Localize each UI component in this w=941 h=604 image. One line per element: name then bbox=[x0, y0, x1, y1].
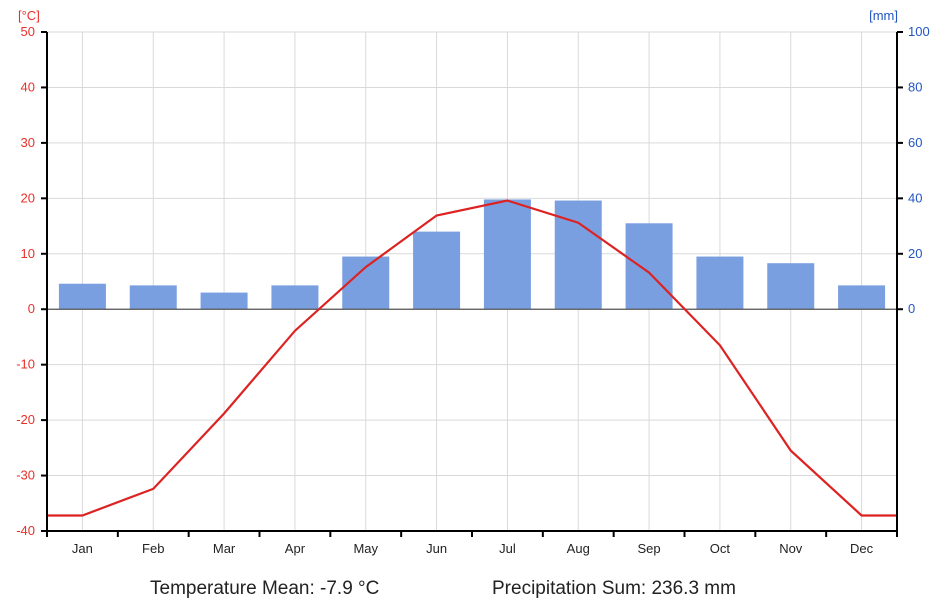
left-axis-ticks: 50 40 30 20 10 0 -10 -20 -30 -40 bbox=[16, 24, 47, 538]
temperature-line bbox=[47, 199, 897, 517]
left-tick-label: -40 bbox=[16, 523, 35, 538]
x-tick-label: Mar bbox=[213, 541, 236, 556]
x-tick-label: Nov bbox=[779, 541, 803, 556]
x-tick-label: Dec bbox=[850, 541, 874, 556]
x-tick-label: Jul bbox=[499, 541, 516, 556]
precipitation-bar bbox=[483, 199, 531, 310]
left-tick-label: 10 bbox=[21, 246, 35, 261]
right-tick-label: 0 bbox=[908, 301, 915, 316]
x-tick-label: Jun bbox=[426, 541, 447, 556]
precipitation-bar bbox=[58, 283, 106, 310]
precipitation-bar bbox=[696, 256, 744, 310]
precipitation-bar bbox=[413, 231, 461, 310]
right-axis-ticks: 100 80 60 40 20 0 bbox=[897, 24, 930, 316]
x-tick-label: Apr bbox=[285, 541, 306, 556]
left-tick-label: 40 bbox=[21, 79, 35, 94]
right-tick-label: 60 bbox=[908, 135, 922, 150]
precipitation-bars bbox=[58, 199, 886, 310]
left-tick-label: 20 bbox=[21, 190, 35, 205]
left-axis-unit-label: [°C] bbox=[18, 8, 40, 23]
temperature-mean-label: Temperature Mean: -7.9 °C bbox=[150, 578, 380, 599]
precipitation-bar bbox=[342, 256, 390, 310]
x-tick-label: Feb bbox=[142, 541, 164, 556]
precipitation-bar bbox=[200, 292, 248, 310]
right-tick-label: 100 bbox=[908, 24, 930, 39]
precipitation-bar bbox=[838, 285, 886, 310]
left-tick-label: -10 bbox=[16, 357, 35, 372]
right-tick-label: 40 bbox=[908, 190, 922, 205]
left-tick-label: -20 bbox=[16, 412, 35, 427]
right-tick-label: 20 bbox=[908, 246, 922, 261]
precipitation-bar bbox=[129, 285, 177, 310]
x-axis-ticks: Jan Feb Mar Apr May Jun Jul Aug Sep Oct Nov Dec bbox=[46, 531, 898, 556]
x-tick-label: Jan bbox=[72, 541, 93, 556]
precipitation-bar bbox=[625, 223, 673, 310]
x-tick-label: Sep bbox=[638, 541, 661, 556]
left-tick-label: 50 bbox=[21, 24, 35, 39]
precipitation-sum-label: Precipitation Sum: 236.3 mm bbox=[492, 578, 736, 599]
x-tick-label: Aug bbox=[567, 541, 590, 556]
x-tick-label: May bbox=[353, 541, 378, 556]
right-tick-label: 80 bbox=[908, 79, 922, 94]
left-tick-label: 30 bbox=[21, 135, 35, 150]
left-tick-label: 0 bbox=[28, 301, 35, 316]
precipitation-bar bbox=[271, 285, 319, 310]
right-axis-unit-label: [mm] bbox=[869, 8, 898, 23]
precipitation-bar bbox=[767, 263, 815, 310]
left-tick-label: -30 bbox=[16, 468, 35, 483]
x-tick-label: Oct bbox=[710, 541, 731, 556]
